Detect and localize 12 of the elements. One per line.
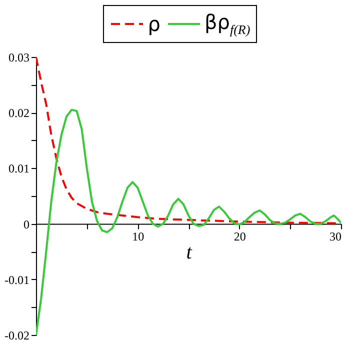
x-tick-label: 30 [330, 229, 342, 244]
legend-label: βρ$_{f(R)}$ [204, 10, 250, 38]
legend-label: ρ [148, 12, 160, 36]
x-tick-label: 10 [132, 229, 144, 244]
x-tick-label: 20 [234, 229, 246, 244]
y-tick-label: -0.02 [4, 328, 30, 342]
x-axis-title: t [186, 241, 192, 264]
y-tick-label: 0.02 [8, 106, 30, 120]
y-tick-label: -0.01 [4, 272, 30, 287]
y-tick-label: 0 [24, 217, 30, 232]
y-tick-label: 0.01 [8, 162, 30, 176]
y-tick-label: 0.03 [8, 50, 30, 64]
